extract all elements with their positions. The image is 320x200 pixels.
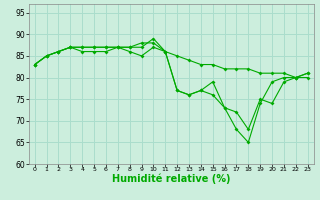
X-axis label: Humidité relative (%): Humidité relative (%) (112, 174, 230, 184)
